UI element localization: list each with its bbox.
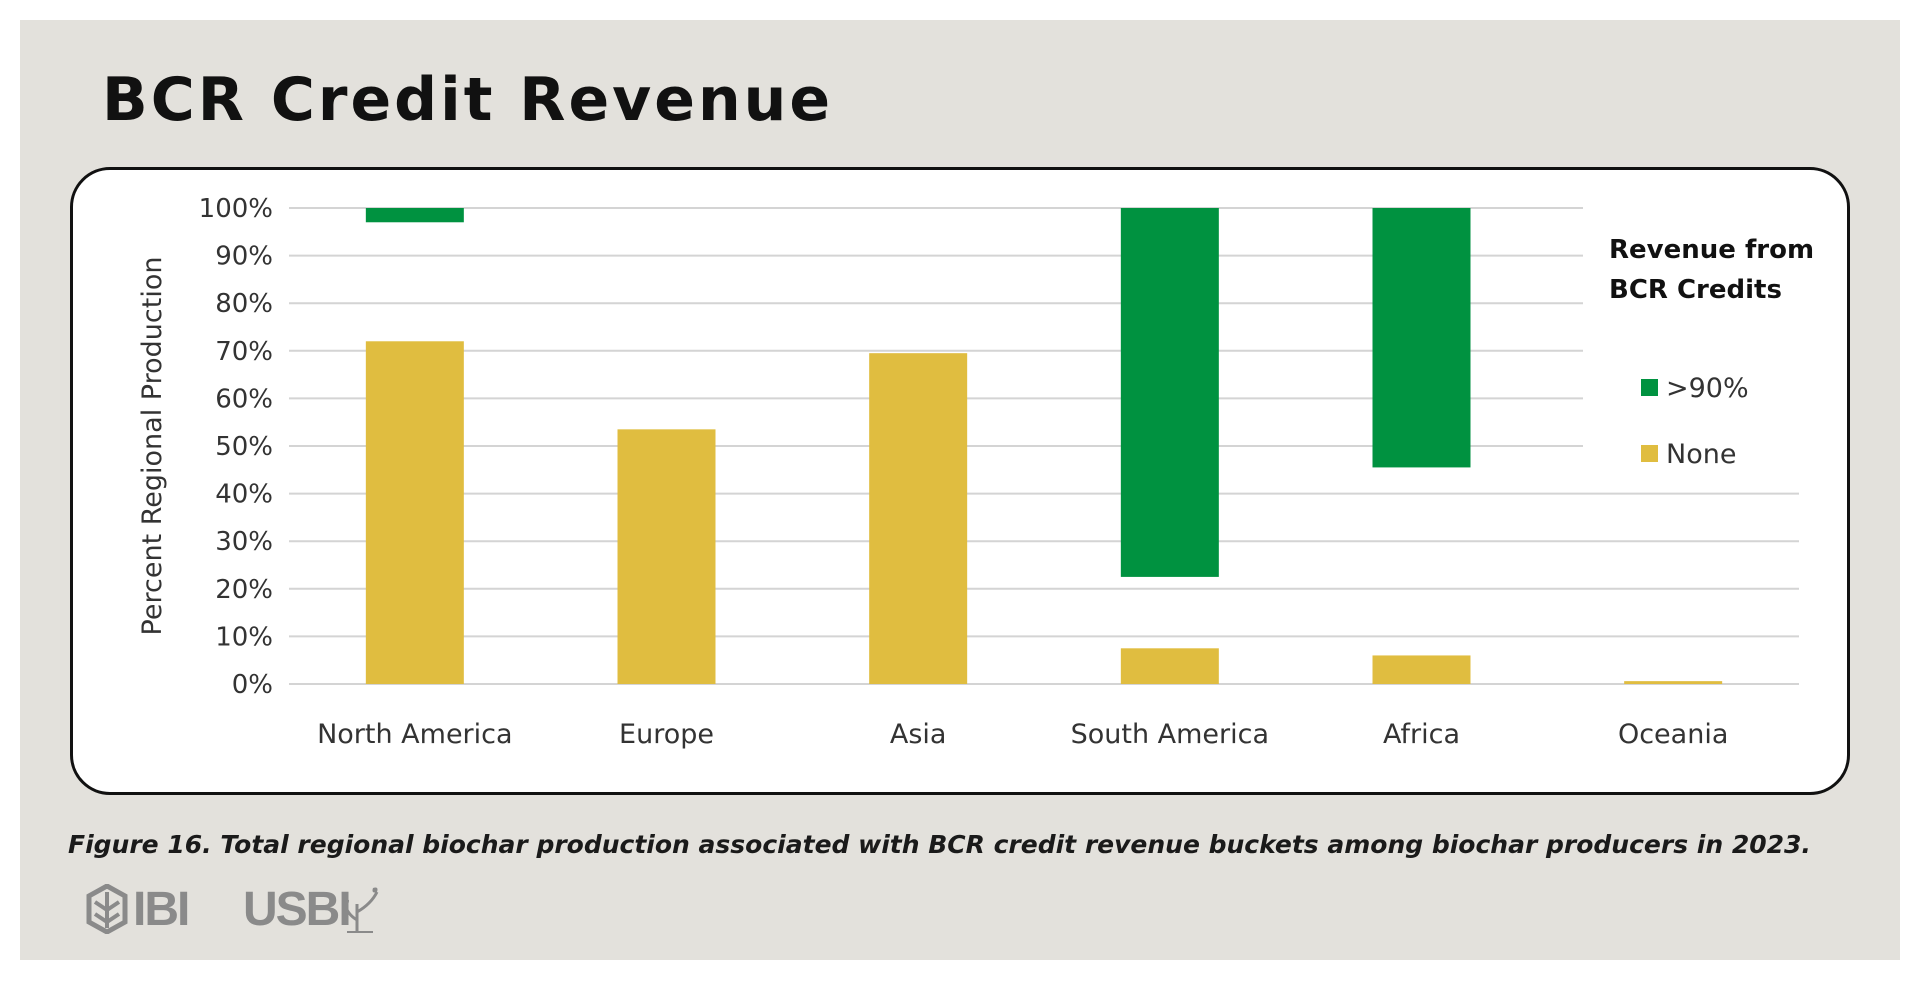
- ibi-leaf-icon: [86, 884, 128, 934]
- chart-card: 0% 10% 20% 30% 40% 50% 60% 70% 80% 90% 100% North …: [70, 167, 1850, 795]
- bar-none: [617, 429, 716, 684]
- y-tick-label: 10%: [215, 622, 273, 652]
- bars: [365, 208, 1723, 684]
- legend-swatch: [1641, 379, 1658, 396]
- bar-none: [365, 341, 464, 684]
- usbi-logo-text: USBI: [243, 883, 352, 936]
- y-tick-label: 50%: [215, 432, 273, 462]
- legend-title: BCR Credits: [1609, 275, 1782, 305]
- x-tick-label: Europe: [619, 719, 714, 750]
- y-tick-label: 30%: [215, 527, 273, 557]
- x-tick-label: North America: [317, 719, 512, 750]
- bar-over-90: [1120, 208, 1219, 577]
- x-tick-label: Oceania: [1618, 719, 1728, 750]
- bar-over-90: [365, 208, 464, 223]
- figure-caption: Figure 16. Total regional biochar produc…: [68, 830, 1811, 859]
- x-tick-label: Africa: [1383, 719, 1460, 750]
- y-tick-label: 60%: [215, 384, 273, 414]
- bar-none: [1624, 681, 1723, 684]
- gridlines: [289, 207, 1799, 685]
- y-tick-label: 90%: [215, 242, 273, 272]
- bar-none: [869, 353, 968, 684]
- y-tick-label: 80%: [215, 289, 273, 319]
- page-title: BCR Credit Revenue: [102, 65, 834, 135]
- legend-label: >90%: [1666, 373, 1749, 404]
- x-tick-label: South America: [1071, 719, 1269, 750]
- ibi-logo-text: IBI: [133, 883, 190, 936]
- y-tick-label: 20%: [215, 575, 273, 605]
- legend-label: None: [1666, 439, 1736, 470]
- ibi-logo: IBI: [85, 880, 195, 940]
- bar-chart: 0% 10% 20% 30% 40% 50% 60% 70% 80% 90% 100% North …: [137, 194, 1814, 750]
- y-tick-labels: 0% 10% 20% 30% 40% 50% 60% 70% 80% 90% 100%: [199, 194, 273, 700]
- y-tick-label: 40%: [215, 480, 273, 510]
- y-tick-label: 100%: [199, 194, 273, 224]
- y-axis-label: Percent Regional Production: [137, 257, 168, 636]
- bar-none: [1120, 648, 1219, 684]
- slide-background: BCR Credit Revenue 0% 10% 20% 30% 40% 50% 60% 7…: [20, 20, 1900, 960]
- x-tick-labels: North America Europe Asia South America Afri…: [317, 719, 1728, 750]
- legend: Revenue from BCR Credits >90% None: [1609, 235, 1814, 470]
- y-tick-label: 70%: [215, 337, 273, 367]
- legend-swatch: [1641, 445, 1658, 462]
- bar-none: [1372, 655, 1471, 684]
- x-tick-label: Asia: [890, 719, 947, 750]
- sprout-icon: [343, 887, 379, 933]
- legend-title: Revenue from: [1609, 235, 1814, 265]
- y-tick-label: 0%: [232, 670, 273, 700]
- bar-over-90: [1372, 208, 1471, 468]
- usbi-logo: USBI: [243, 880, 393, 940]
